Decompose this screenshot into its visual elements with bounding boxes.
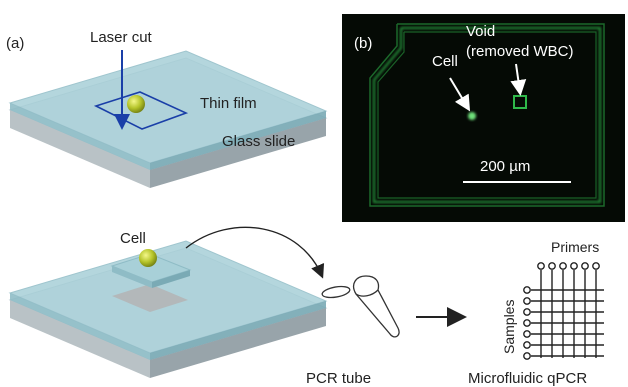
cell-sphere-a [127, 95, 145, 113]
samples-label: Samples [501, 300, 517, 354]
thin-film [8, 50, 328, 170]
removed-area [112, 284, 188, 312]
sample-lines [523, 286, 604, 360]
panel-b-tag: (b) [354, 35, 372, 52]
transfer-arrow [185, 226, 325, 279]
void-label: Void [466, 23, 495, 40]
thin-film-label: Thin film [200, 95, 257, 112]
glass-slide-label: Glass slide [222, 133, 295, 150]
laser-cut-label: Laser cut [90, 29, 153, 46]
void-sublabel: (removed WBC) [466, 43, 574, 60]
panel-a: (a) Laser cut Thin film Glass slide [6, 29, 328, 188]
primers-label: Primers [551, 239, 599, 255]
pcr-tube-label: PCR tube [306, 370, 371, 387]
pcr-tube-icon [321, 275, 400, 338]
micrograph-background [342, 14, 625, 222]
panel-a-tag: (a) [6, 35, 24, 52]
fluorescent-cut-outline [369, 23, 605, 207]
cell-sphere-b [139, 249, 157, 267]
scale-bar-label: 200 µm [480, 158, 530, 175]
lifted-film-piece [110, 253, 192, 288]
void-pointer-arrow [510, 63, 527, 96]
qpcr-label: Microfluidic qPCR [468, 370, 587, 387]
bottom-cell-label: Cell [120, 230, 146, 247]
void-square [513, 95, 527, 109]
fluorescent-cell [468, 112, 476, 120]
cell-pointer-arrow [449, 77, 471, 112]
panel-b-micrograph: (b) Cell Void (removed WBC) 200 µm [342, 14, 625, 222]
micro-cell-label: Cell [432, 53, 458, 70]
bottom-slide-group: Cell [8, 230, 328, 378]
primer-lines [537, 262, 600, 358]
qpcr-chip-icon [523, 262, 604, 360]
